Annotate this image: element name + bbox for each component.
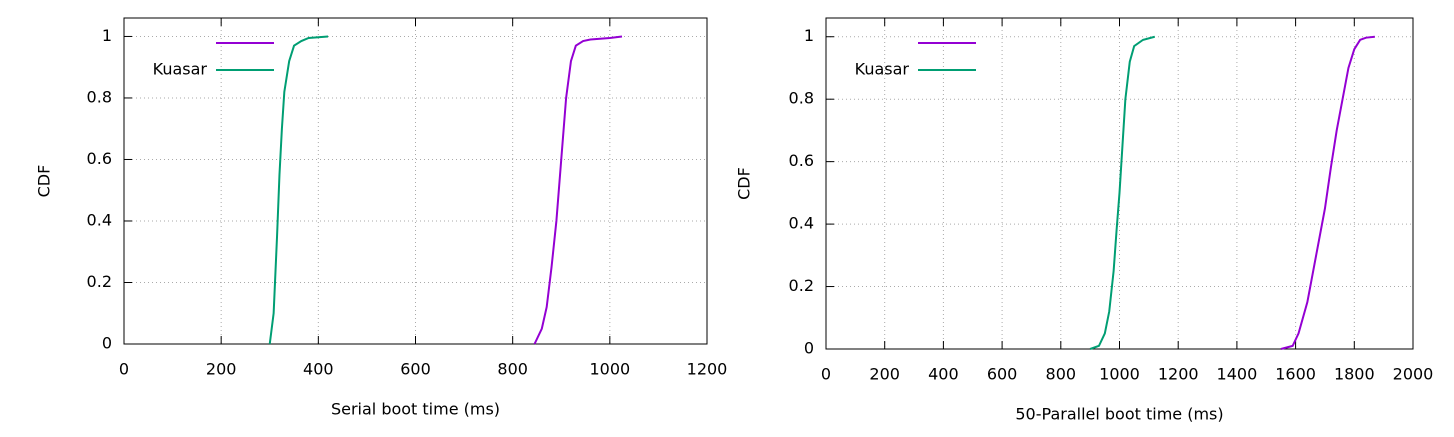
x-tick-label: 1000 [1099, 365, 1140, 384]
x-tick-label: 1200 [1158, 365, 1199, 384]
y-tick-label: 0.8 [87, 87, 112, 106]
y-tick-label: 0.2 [789, 276, 814, 295]
x-tick-label: 1000 [589, 360, 630, 379]
y-tick-label: 0.4 [87, 210, 112, 229]
y-tick-label: 1 [804, 26, 814, 45]
x-tick-label: 1600 [1275, 365, 1316, 384]
x-tick-label: 800 [497, 360, 528, 379]
x-tick-label: 1400 [1217, 365, 1258, 384]
y-axis-label: CDF [735, 167, 754, 200]
cdf-line [533, 35, 623, 345]
x-tick-label: 400 [928, 365, 959, 384]
x-tick-label: 1200 [687, 360, 728, 379]
x-tick-label: 200 [206, 360, 237, 379]
x-tick-label: 2000 [1393, 365, 1434, 384]
y-tick-label: 0 [102, 334, 112, 353]
x-tick-label: 400 [303, 360, 334, 379]
y-tick-label: 0 [804, 339, 814, 358]
y-tick-label: 0.4 [789, 214, 814, 233]
y-tick-label: 0.6 [87, 149, 112, 168]
y-tick-label: 0.2 [87, 272, 112, 291]
x-tick-label: 1800 [1334, 365, 1375, 384]
cdf-line [1280, 35, 1375, 350]
legend-label: Kuasar [153, 60, 208, 79]
plot-frame [825, 17, 1414, 350]
y-axis-label: CDF [35, 165, 54, 198]
y-tick-label: 0.8 [789, 89, 814, 108]
x-axis-label: 50-Parallel boot time (ms) [1015, 405, 1223, 424]
y-tick-label: 1 [102, 26, 112, 45]
y-tick-label: 0.6 [789, 151, 814, 170]
cdf-line [1089, 35, 1155, 350]
x-tick-label: 0 [821, 365, 831, 384]
x-tick-label: 600 [400, 360, 431, 379]
x-tick-label: 0 [119, 360, 129, 379]
x-tick-label: 800 [1046, 365, 1077, 384]
legend-label: Kuasar [855, 60, 910, 79]
cdf-line [268, 35, 329, 345]
x-axis-label: Serial boot time (ms) [331, 400, 500, 419]
x-tick-label: 200 [869, 365, 900, 384]
plot-frame [123, 17, 708, 345]
x-tick-label: 600 [987, 365, 1018, 384]
